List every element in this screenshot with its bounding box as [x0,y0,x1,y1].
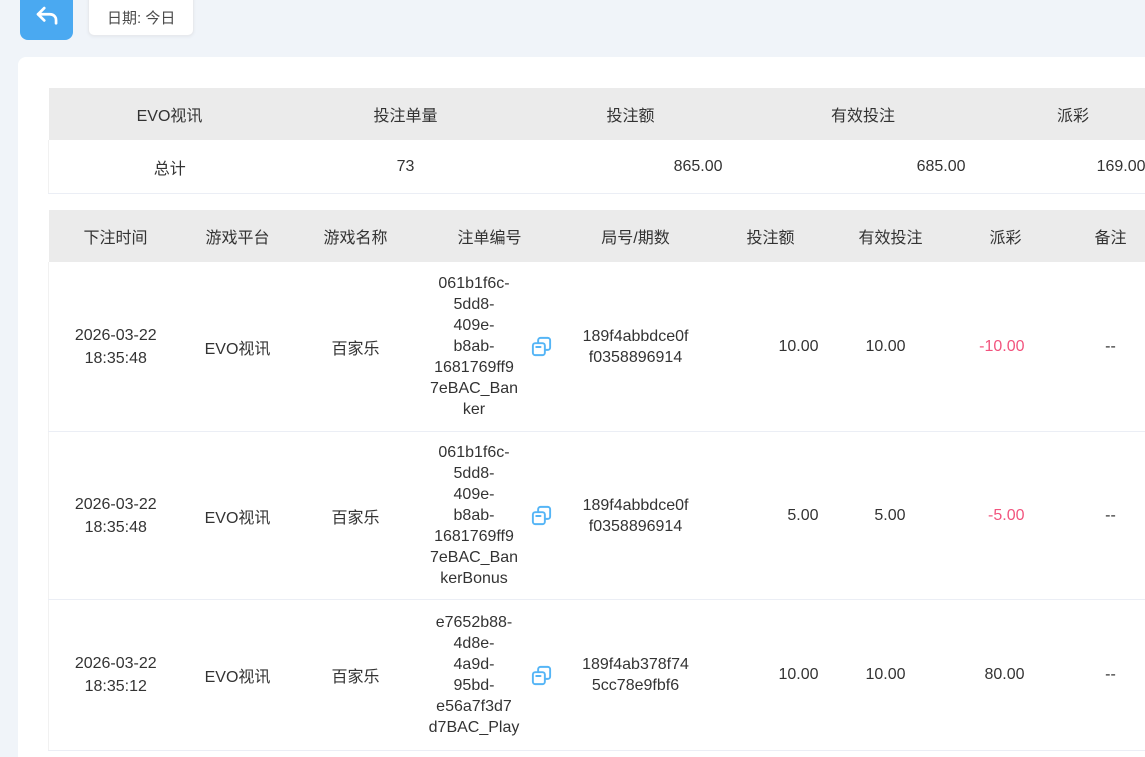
header-valid-bet: 有效投注 [831,210,951,262]
summary-header-bet-amount: 投注额 [521,88,741,140]
bet-id-cell: e7652b88- 4d8e- 4a9d- 95bd- e56a7f3d7 d7… [419,600,561,751]
bet-amount: 10.00 [711,600,831,751]
table-row: 2026-03-22 18:35:12 EVO视讯 百家乐 e7652b88- … [49,600,1145,751]
table-row: 2026-03-22 18:35:48 EVO视讯 百家乐 061b1f6c- … [49,432,1145,600]
game-name: 百家乐 [293,600,419,751]
summary-payout: 169.00 [986,140,1145,194]
detail-header-row: 下注时间 游戏平台 游戏名称 注单编号 局号/期数 投注额 有效投注 派彩 备注 [49,210,1145,262]
bet-time: 2026-03-22 18:35:48 [49,262,183,432]
payout: -10.00 [951,262,1061,432]
valid-bet: 10.00 [831,262,951,432]
header-bet-amount: 投注额 [711,210,831,262]
summary-header-platform: EVO视讯 [49,88,291,140]
bet-time: 2026-03-22 18:35:48 [49,432,183,600]
report-card: EVO视讯 投注单量 投注额 有效投注 派彩 总计 73 865.00 685.… [18,57,1145,757]
header-bet-id: 注单编号 [419,210,561,262]
header-round-id: 局号/期数 [561,210,711,262]
bet-id: 061b1f6c- 5dd8- 409e- b8ab- 1681769ff9 7… [426,442,522,589]
header-payout: 派彩 [951,210,1061,262]
summary-header-valid-bet: 有效投注 [741,88,986,140]
remark: -- [1061,262,1145,432]
bet-amount: 5.00 [711,432,831,600]
payout: -5.00 [951,432,1061,600]
header-bet-time: 下注时间 [49,210,183,262]
summary-header-bet-count: 投注单量 [291,88,521,140]
bet-id-cell: 061b1f6c- 5dd8- 409e- b8ab- 1681769ff9 7… [419,432,561,600]
game-name: 百家乐 [293,432,419,600]
date-filter-label: 日期: 今日 [107,7,175,28]
summary-header-payout: 派彩 [986,88,1145,140]
payout: 80.00 [951,600,1061,751]
game-name: 百家乐 [293,262,419,432]
bet-records-table: 下注时间 游戏平台 游戏名称 注单编号 局号/期数 投注额 有效投注 派彩 备注… [48,210,1145,751]
round-id: 189f4ab378f74 5cc78e9fbf6 [561,600,711,751]
game-platform: EVO视讯 [183,262,293,432]
summary-total-row: 总计 73 865.00 685.00 169.00 [49,140,1145,194]
header-remark: 备注 [1061,210,1145,262]
round-id: 189f4abbdce0f f0358896914 [561,262,711,432]
date-filter[interactable]: 日期: 今日 [88,0,194,36]
bet-id: 061b1f6c- 5dd8- 409e- b8ab- 1681769ff9 7… [426,273,522,420]
game-platform: EVO视讯 [183,600,293,751]
undo-arrow-icon [33,3,60,30]
copy-icon[interactable] [530,664,553,687]
summary-header-row: EVO视讯 投注单量 投注额 有效投注 派彩 [49,88,1145,140]
valid-bet: 10.00 [831,600,951,751]
bet-id-cell: 061b1f6c- 5dd8- 409e- b8ab- 1681769ff9 7… [419,262,561,432]
remark: -- [1061,600,1145,751]
copy-icon[interactable] [530,504,553,527]
bet-id: e7652b88- 4d8e- 4a9d- 95bd- e56a7f3d7 d7… [426,612,522,738]
game-platform: EVO视讯 [183,432,293,600]
copy-icon[interactable] [530,335,553,358]
summary-valid-bet: 685.00 [741,140,986,194]
header-game-platform: 游戏平台 [183,210,293,262]
summary-table: EVO视讯 投注单量 投注额 有效投注 派彩 总计 73 865.00 685.… [48,88,1145,194]
remark: -- [1061,432,1145,600]
valid-bet: 5.00 [831,432,951,600]
round-id: 189f4abbdce0f f0358896914 [561,432,711,600]
header-game-name: 游戏名称 [293,210,419,262]
summary-total-label: 总计 [49,140,291,194]
table-row: 2026-03-22 18:35:48 EVO视讯 百家乐 061b1f6c- … [49,262,1145,432]
bet-amount: 10.00 [711,262,831,432]
back-button[interactable] [20,0,73,40]
summary-bet-amount: 865.00 [521,140,741,194]
bet-time: 2026-03-22 18:35:12 [49,600,183,751]
summary-bet-count: 73 [291,140,521,194]
